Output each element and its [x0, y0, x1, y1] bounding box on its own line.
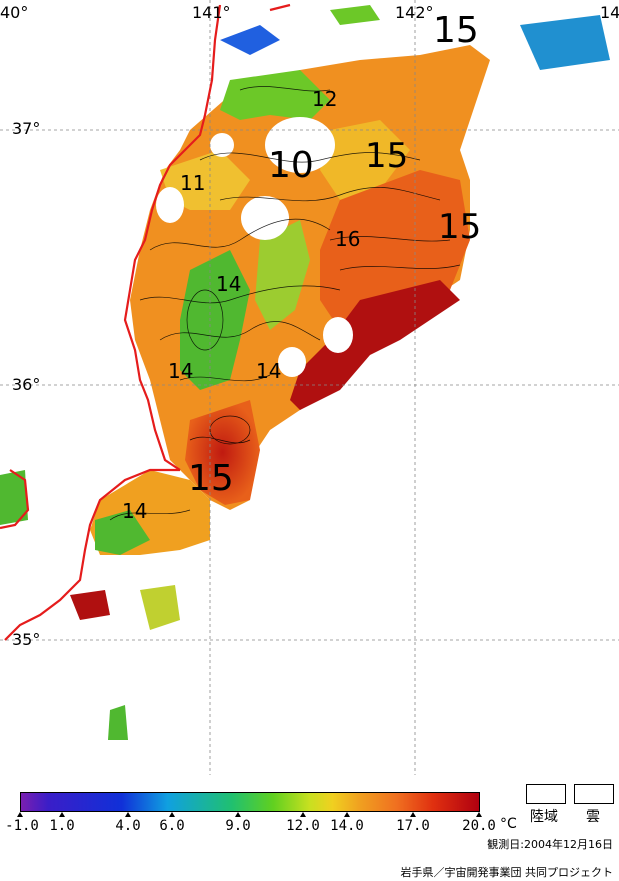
latitude-label-35: 35° [12, 630, 40, 649]
isotherm-contours [109, 86, 461, 521]
tick-label: 14.0 [330, 818, 364, 834]
coastline [0, 3, 291, 641]
temperature-field [0, 5, 610, 740]
tick-label: 17.0 [396, 818, 430, 834]
graticule [0, 0, 619, 775]
tick-label: 6.0 [159, 818, 185, 834]
longitude-label-140: 40° [0, 3, 28, 22]
colorbar-ticks: -1.0 1.0 4.0 6.0 9.0 12.0 14.0 17.0 20.0 [0, 812, 619, 852]
contour-label: 14 [216, 272, 241, 296]
latitude-label-37: 37° [12, 119, 40, 138]
temperature-colorbar [20, 792, 480, 812]
tick-label: 4.0 [115, 818, 141, 834]
credit-line: 岩手県／宇宙開発事業団 共同プロジェクト [400, 866, 614, 879]
contour-label: 15 [438, 207, 481, 247]
contour-label: 14 [168, 359, 193, 383]
tick-label: 1.0 [49, 818, 75, 834]
sea-surface-temperature-map: 40° 141° 142° 14 37° 36° 35° 15 12 10 15… [0, 0, 619, 775]
longitude-label-141: 141° [192, 3, 231, 22]
observation-date: 観測日:2004年12月16日 [487, 838, 613, 851]
contour-label: 15 [188, 458, 234, 499]
cloud-key-label: 雲 [586, 809, 600, 825]
land-key-label: 陸域 [530, 809, 558, 825]
tick-label: 9.0 [225, 818, 251, 834]
tick-label: -1.0 [5, 818, 39, 834]
latitude-label-36: 36° [12, 375, 40, 394]
contour-label: 14 [122, 499, 147, 523]
contour-label: 12 [312, 87, 337, 111]
temperature-legend: -1.0 1.0 4.0 6.0 9.0 12.0 14.0 17.0 20.0… [0, 780, 619, 881]
contour-label: 14 [256, 359, 281, 383]
contour-label: 11 [180, 171, 205, 195]
tick-label: 12.0 [286, 818, 320, 834]
contour-label: 10 [268, 145, 314, 186]
temperature-unit: °C [500, 816, 517, 832]
longitude-label-143: 14 [600, 3, 619, 22]
contour-label: 15 [365, 136, 408, 176]
land-key-swatch [526, 784, 566, 804]
longitude-label-142: 142° [395, 3, 434, 22]
contour-label: 15 [433, 10, 479, 51]
tick-label: 20.0 [462, 818, 496, 834]
contour-label: 16 [335, 227, 360, 251]
cloud-key-swatch [574, 784, 614, 804]
